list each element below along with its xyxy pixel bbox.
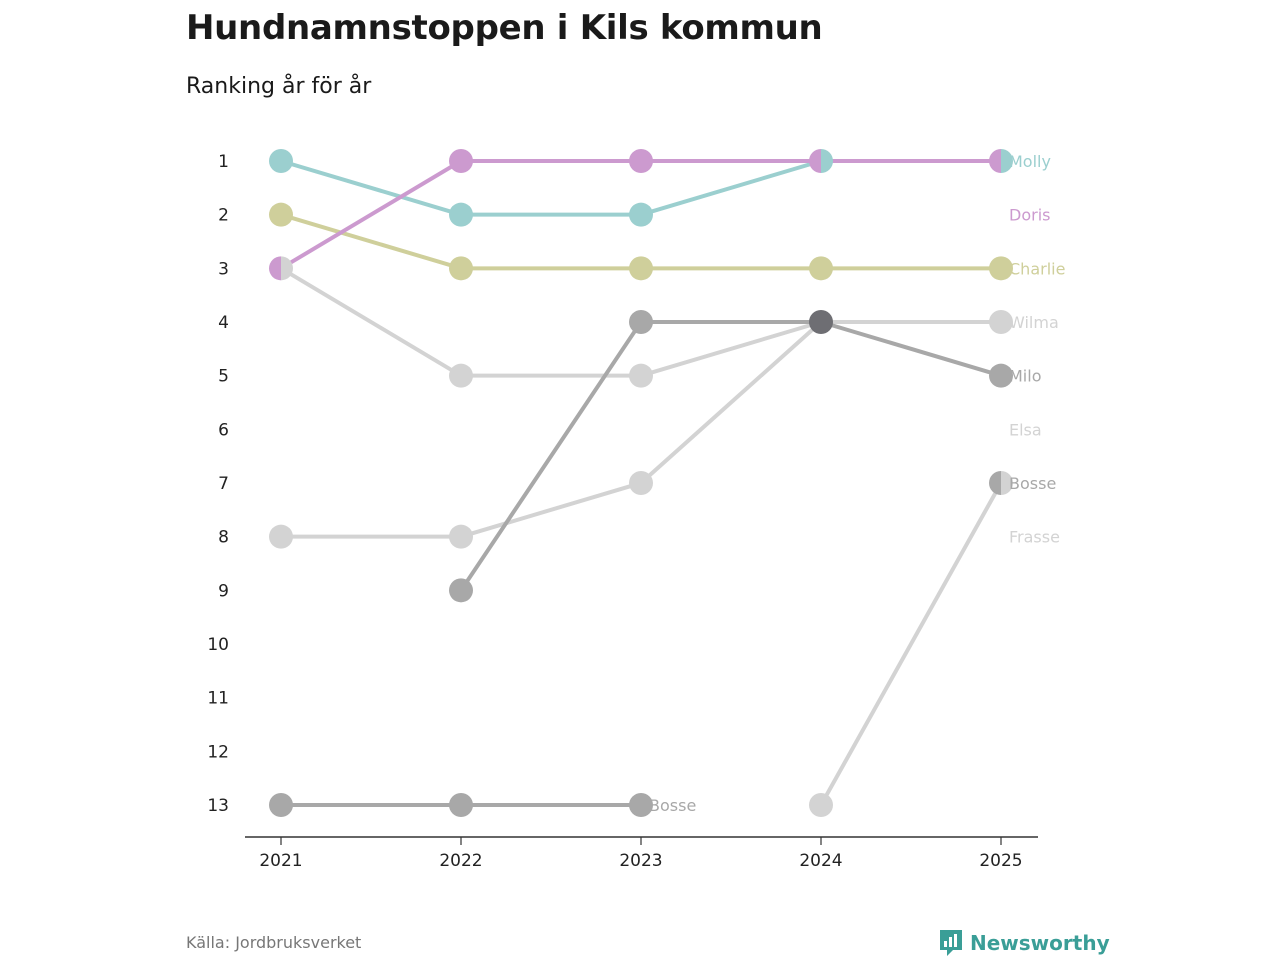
- x-tick-label-2024: 2024: [799, 851, 842, 871]
- end-label-elsa: Elsa: [1009, 420, 1042, 439]
- point-charlie-2023: [629, 256, 653, 281]
- y-tick-label-10: 10: [207, 635, 229, 655]
- x-tick-label-2021: 2021: [259, 851, 302, 871]
- source-note: Källa: Jordbruksverket: [186, 933, 362, 952]
- y-tick-label-5: 5: [218, 367, 229, 387]
- chart-title: Hundnamnstoppen i Kils kommun: [186, 8, 823, 48]
- point-molly-doris-2025-right: [1001, 149, 1013, 173]
- point-bosse-2023: [629, 793, 653, 817]
- point-molly-doris-2024-left: [809, 149, 821, 173]
- point-molly-doris-2024-right: [821, 149, 833, 173]
- end-label-molly: Molly: [1009, 152, 1051, 171]
- point-bosse-2021: [269, 793, 293, 817]
- point-wilma-2025: [989, 310, 1013, 334]
- end-label-milo: Milo: [1009, 367, 1041, 386]
- y-tick-label-12: 12: [207, 742, 229, 762]
- y-tick-label-7: 7: [218, 474, 229, 494]
- x-tick-label-2022: 2022: [439, 851, 482, 871]
- x-tick-label-2023: 2023: [619, 851, 662, 871]
- point-elsa-2023: [629, 471, 653, 495]
- point-charlie-2022: [449, 256, 473, 281]
- point-bosse-2022: [449, 793, 473, 817]
- point-frasse-bosse-2025-left: [989, 471, 1001, 495]
- line-frasse: [819, 481, 1003, 807]
- y-tick-label-9: 9: [218, 581, 229, 601]
- point-elsa-2022: [449, 524, 473, 549]
- point-milo-2022: [449, 578, 473, 603]
- point-wilma-doris-2021-right: [281, 256, 293, 281]
- point-wilma-doris-2021-left: [269, 256, 281, 281]
- y-tick-label-8: 8: [218, 528, 229, 548]
- end-label-doris: Doris: [1009, 206, 1050, 225]
- point-charlie-2021: [269, 202, 293, 227]
- point-milo-2025: [989, 363, 1013, 388]
- annotation-bosse: Bosse: [649, 796, 696, 815]
- y-tick-label-1: 1: [218, 152, 229, 172]
- point-elsa-2021: [269, 524, 293, 549]
- y-tick-label-2: 2: [218, 206, 229, 226]
- point-charlie-2025: [989, 256, 1013, 281]
- point-doris-2023: [629, 149, 653, 173]
- point-milo-2023: [629, 310, 653, 334]
- point-frasse-bosse-2025-right: [1001, 471, 1013, 495]
- point-molly-2022: [449, 202, 473, 227]
- line-elsa: [279, 320, 823, 539]
- y-tick-label-3: 3: [218, 259, 229, 279]
- y-tick-label-11: 11: [207, 689, 229, 709]
- point-wilma-2022: [449, 363, 473, 388]
- point-molly-2021: [269, 149, 293, 173]
- point-molly-doris-2025-left: [989, 149, 1001, 173]
- x-tick-label-2025: 2025: [979, 851, 1022, 871]
- chart-subtitle: Ranking år för år: [186, 74, 372, 99]
- end-label-frasse: Frasse: [1009, 528, 1060, 547]
- newsworthy-logo-icon: [940, 930, 962, 956]
- y-tick-label-4: 4: [218, 313, 229, 333]
- end-label-bosse: Bosse: [1009, 474, 1056, 493]
- brand-name: Newsworthy: [970, 931, 1110, 955]
- point-charlie-2024: [809, 256, 833, 281]
- point-doris-2022: [449, 149, 473, 173]
- end-label-wilma: Wilma: [1009, 313, 1059, 332]
- point-wilma-2023: [629, 363, 653, 388]
- y-tick-label-6: 6: [218, 420, 229, 440]
- line-milo: [459, 320, 1003, 593]
- brand-logo[interactable]: Newsworthy: [938, 928, 1110, 958]
- point-frasse-2024: [809, 793, 833, 817]
- y-tick-label-13: 13: [207, 796, 229, 816]
- point-molly-2023: [629, 202, 653, 227]
- point-wilma-elsa-milo-2024: [809, 310, 833, 334]
- end-label-charlie: Charlie: [1009, 259, 1065, 278]
